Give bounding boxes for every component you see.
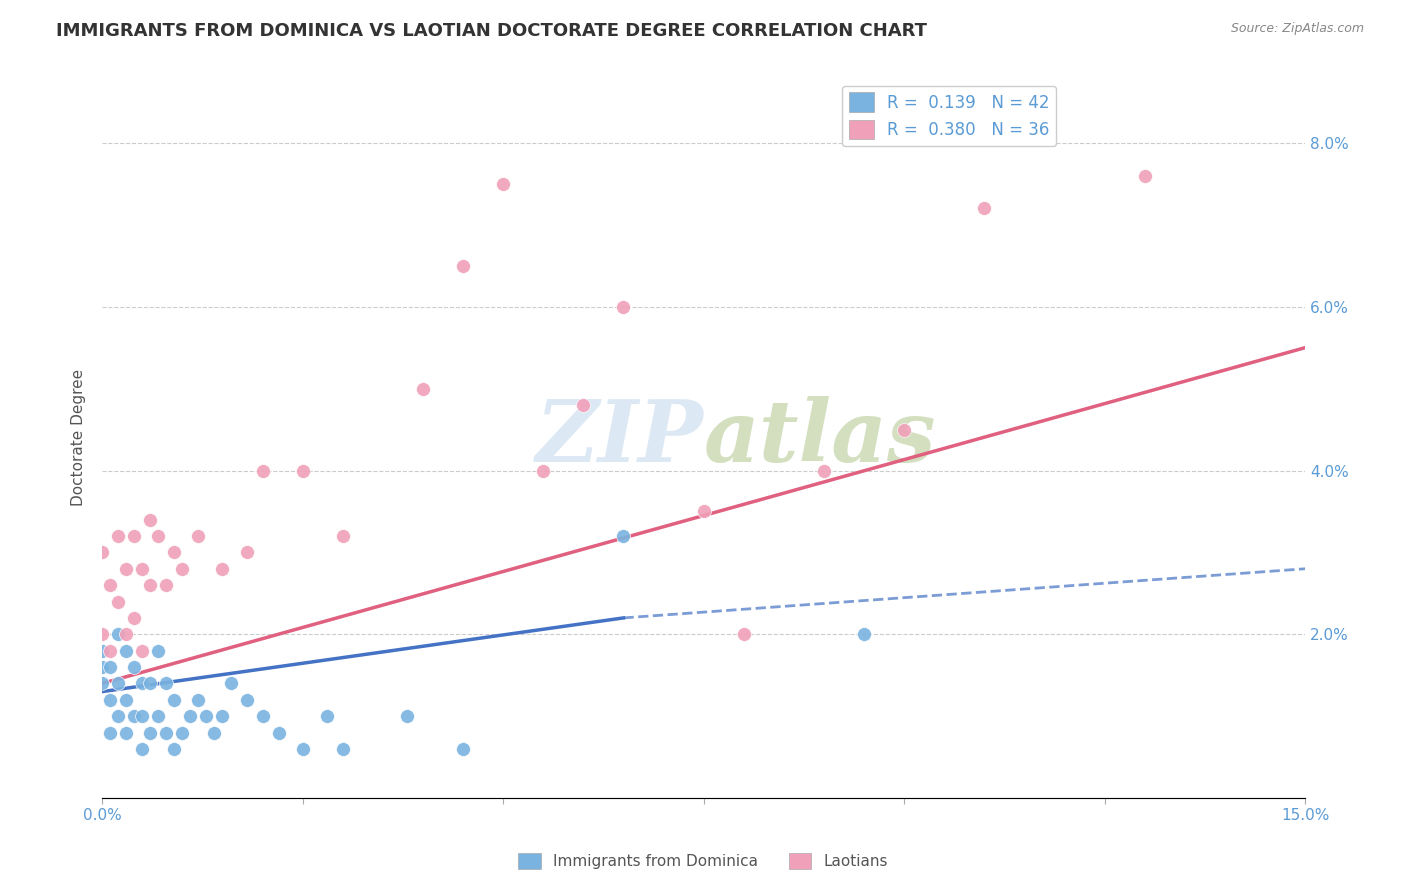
Point <box>115 725 138 739</box>
Point <box>115 627 138 641</box>
Point <box>107 709 129 723</box>
Point <box>211 709 233 723</box>
Point <box>235 693 257 707</box>
Point <box>252 463 274 477</box>
Point <box>124 709 146 723</box>
Point <box>612 300 634 314</box>
Point <box>124 611 146 625</box>
Text: atlas: atlas <box>703 396 936 480</box>
Y-axis label: Doctorate Degree: Doctorate Degree <box>72 369 86 507</box>
Point <box>451 259 474 273</box>
Point <box>139 513 162 527</box>
Point <box>612 529 634 543</box>
Point <box>155 676 177 690</box>
Point <box>172 725 194 739</box>
Point <box>291 742 314 756</box>
Point <box>98 725 121 739</box>
Point <box>131 676 153 690</box>
Point <box>115 562 138 576</box>
Point <box>91 627 114 641</box>
Point <box>124 660 146 674</box>
Legend: R =  0.139   N = 42, R =  0.380   N = 36: R = 0.139 N = 42, R = 0.380 N = 36 <box>842 86 1056 146</box>
Point <box>91 643 114 657</box>
Point <box>252 709 274 723</box>
Point <box>139 676 162 690</box>
Point <box>1133 169 1156 183</box>
Point <box>219 676 242 690</box>
Point <box>115 693 138 707</box>
Point <box>155 725 177 739</box>
Point <box>163 693 186 707</box>
Point <box>813 463 835 477</box>
Point <box>451 742 474 756</box>
Point <box>204 725 226 739</box>
Text: ZIP: ZIP <box>536 396 703 480</box>
Point <box>98 578 121 592</box>
Point <box>973 202 995 216</box>
Point <box>148 529 170 543</box>
Point <box>155 578 177 592</box>
Point <box>179 709 201 723</box>
Point <box>893 423 915 437</box>
Point <box>291 463 314 477</box>
Point <box>148 709 170 723</box>
Text: IMMIGRANTS FROM DOMINICA VS LAOTIAN DOCTORATE DEGREE CORRELATION CHART: IMMIGRANTS FROM DOMINICA VS LAOTIAN DOCT… <box>56 22 927 40</box>
Point <box>211 562 233 576</box>
Point <box>267 725 290 739</box>
Point <box>332 742 354 756</box>
Point <box>187 693 209 707</box>
Point <box>107 676 129 690</box>
Point <box>572 398 595 412</box>
Point <box>131 709 153 723</box>
Point <box>98 693 121 707</box>
Point <box>172 562 194 576</box>
Point <box>853 627 876 641</box>
Point <box>98 660 121 674</box>
Point <box>131 562 153 576</box>
Text: Source: ZipAtlas.com: Source: ZipAtlas.com <box>1230 22 1364 36</box>
Point <box>492 177 515 191</box>
Point <box>98 643 121 657</box>
Point <box>163 545 186 559</box>
Point <box>332 529 354 543</box>
Point <box>163 742 186 756</box>
Point <box>139 725 162 739</box>
Point <box>91 676 114 690</box>
Point <box>315 709 337 723</box>
Legend: Immigrants from Dominica, Laotians: Immigrants from Dominica, Laotians <box>512 847 894 875</box>
Point <box>131 742 153 756</box>
Point <box>195 709 218 723</box>
Point <box>131 643 153 657</box>
Point <box>235 545 257 559</box>
Point <box>107 627 129 641</box>
Point <box>733 627 755 641</box>
Point <box>139 578 162 592</box>
Point <box>107 594 129 608</box>
Point <box>187 529 209 543</box>
Point <box>91 545 114 559</box>
Point <box>91 660 114 674</box>
Point <box>107 529 129 543</box>
Point <box>531 463 554 477</box>
Point <box>148 643 170 657</box>
Point <box>124 529 146 543</box>
Point <box>412 382 434 396</box>
Point <box>395 709 418 723</box>
Point <box>692 504 714 518</box>
Point <box>115 643 138 657</box>
